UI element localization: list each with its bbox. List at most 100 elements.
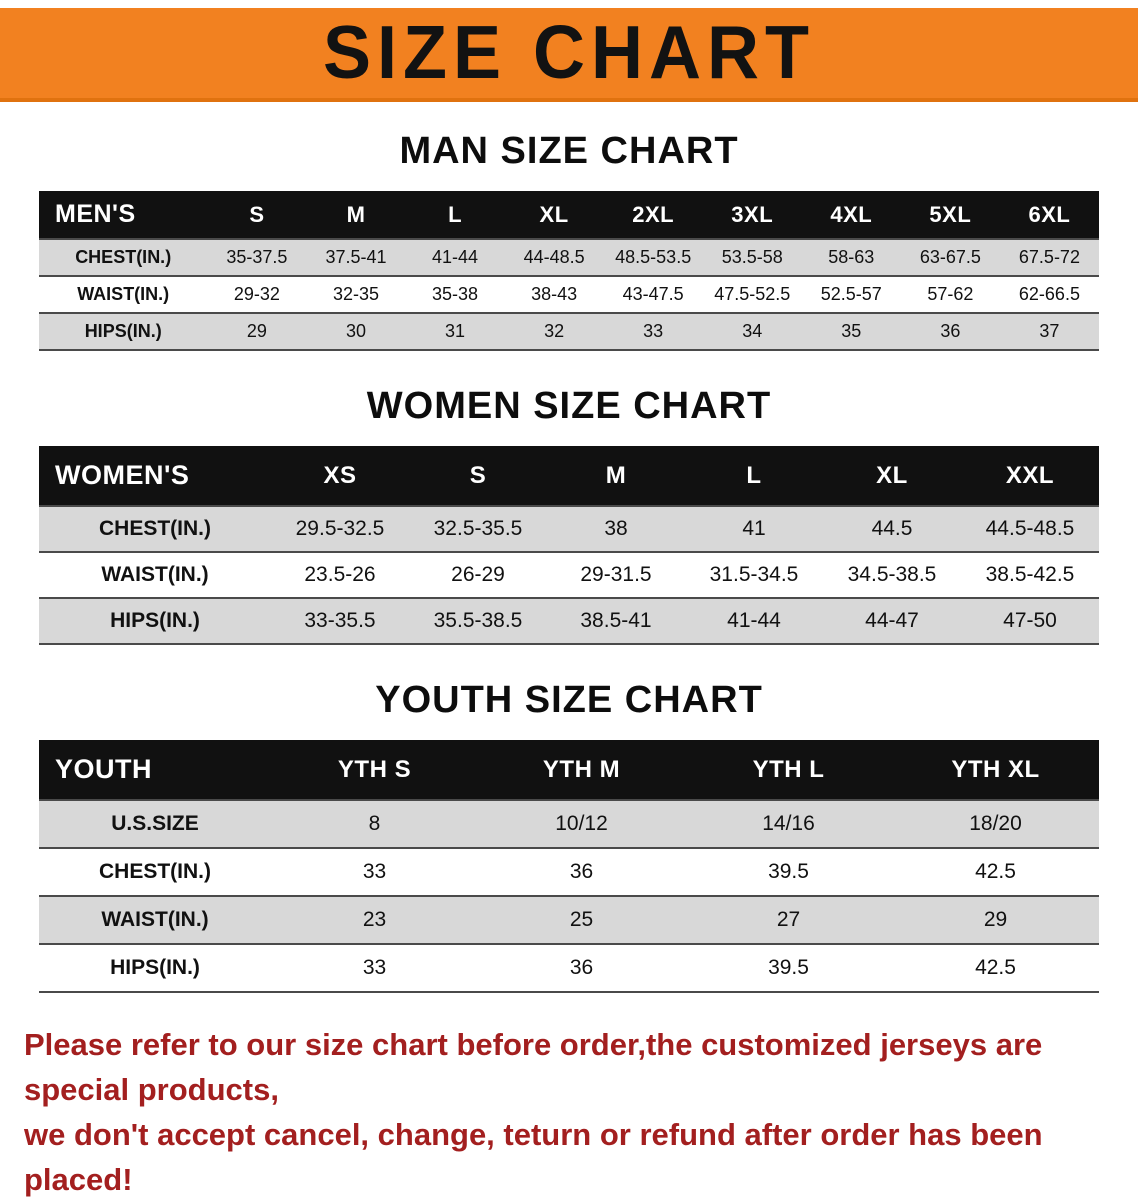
banner: SIZE CHART — [0, 8, 1138, 102]
measurement-value: 52.5-57 — [801, 275, 901, 314]
measurement-value: 44-47 — [823, 597, 961, 645]
size-column-header: M — [547, 446, 685, 506]
measurement-label: WAIST(IN.) — [39, 275, 208, 314]
measurement-value: 38.5-42.5 — [961, 551, 1099, 599]
measurement-value: 42.5 — [892, 943, 1099, 993]
order-notice: Please refer to our size chart before or… — [24, 1023, 1114, 1203]
measurement-value: 35 — [801, 312, 901, 351]
size-column-header: M — [306, 191, 406, 239]
section-heading-youth: YOUTH SIZE CHART — [375, 679, 763, 721]
measurement-value: 37.5-41 — [306, 238, 406, 277]
measurement-label: CHEST(IN.) — [39, 847, 271, 897]
size-column-header: XL — [504, 191, 604, 239]
measurement-row: U.S.SIZE 8 10/12 14/16 18/20 — [39, 799, 1099, 849]
table-title-cell: MEN'S — [39, 191, 208, 239]
size-column-header: YTH L — [685, 740, 892, 800]
measurement-value: 33 — [271, 943, 478, 993]
size-column-header: YTH M — [478, 740, 685, 800]
measurement-label: WAIST(IN.) — [39, 895, 271, 945]
measurement-value: 29-31.5 — [547, 551, 685, 599]
measurement-value: 29-32 — [207, 275, 307, 314]
size-column-header: XS — [271, 446, 409, 506]
size-column-header: YTH S — [271, 740, 478, 800]
measurement-value: 53.5-58 — [702, 238, 802, 277]
women-size-table: WOMEN'S XS S M L XL XXL CHEST(IN.) 29.5-32.5 32.5… — [39, 446, 1099, 645]
measurement-value: 36 — [478, 847, 685, 897]
order-notice-line1: Please refer to our size chart before or… — [24, 1027, 1043, 1107]
measurement-row: HIPS(IN.) 33-35.5 35.5-38.5 38.5-41 41-44 44-… — [39, 597, 1099, 645]
measurement-value: 30 — [306, 312, 406, 351]
measurement-row: CHEST(IN.) 29.5-32.5 32.5-35.5 38 41 44.5 44.5… — [39, 505, 1099, 553]
measurement-value: 35-38 — [405, 275, 505, 314]
measurement-value: 32.5-35.5 — [409, 505, 547, 553]
measurement-value: 58-63 — [801, 238, 901, 277]
section-women: WOMEN SIZE CHART WOMEN'S XS S M L XL XXL CHEST(… — [0, 385, 1138, 645]
size-column-header: S — [409, 446, 547, 506]
order-notice-line2: we don't accept cancel, change, teturn o… — [24, 1116, 1043, 1197]
size-column-header: 6XL — [999, 191, 1099, 239]
measurement-label: CHEST(IN.) — [39, 505, 271, 553]
measurement-value: 34.5-38.5 — [823, 551, 961, 599]
measurement-value: 37 — [999, 312, 1099, 351]
table-title-cell: WOMEN'S — [39, 446, 271, 506]
size-column-header: XL — [823, 446, 961, 506]
measurement-value: 29 — [207, 312, 307, 351]
measurement-value: 43-47.5 — [603, 275, 703, 314]
measurement-label: U.S.SIZE — [39, 799, 271, 849]
measurement-value: 23.5-26 — [271, 551, 409, 599]
measurement-label: WAIST(IN.) — [39, 551, 271, 599]
measurement-value: 41-44 — [685, 597, 823, 645]
banner-title: SIZE CHART — [323, 11, 815, 96]
measurement-value: 33-35.5 — [271, 597, 409, 645]
section-heading-man: MAN SIZE CHART — [399, 130, 739, 172]
measurement-value: 25 — [478, 895, 685, 945]
measurement-value: 47-50 — [961, 597, 1099, 645]
measurement-value: 32 — [504, 312, 604, 351]
size-column-header: L — [405, 191, 505, 239]
measurement-value: 33 — [603, 312, 703, 351]
table-title-cell: YOUTH — [39, 740, 271, 800]
measurement-value: 10/12 — [478, 799, 685, 849]
measurement-value: 29 — [892, 895, 1099, 945]
size-column-header: S — [207, 191, 307, 239]
measurement-value: 14/16 — [685, 799, 892, 849]
measurement-value: 62-66.5 — [999, 275, 1099, 314]
measurement-value: 67.5-72 — [999, 238, 1099, 277]
measurement-row: WAIST(IN.) 23.5-26 26-29 29-31.5 31.5-34.5 34… — [39, 551, 1099, 599]
measurement-value: 33 — [271, 847, 478, 897]
table-header-row: YOUTH YTH S YTH M YTH L YTH XL — [39, 740, 1099, 800]
measurement-value: 18/20 — [892, 799, 1099, 849]
section-youth: YOUTH SIZE CHART YOUTH YTH S YTH M YTH L YTH… — [0, 679, 1138, 993]
size-column-header: 5XL — [900, 191, 1000, 239]
measurement-value: 44-48.5 — [504, 238, 604, 277]
measurement-value: 34 — [702, 312, 802, 351]
measurement-value: 63-67.5 — [900, 238, 1000, 277]
measurement-value: 23 — [271, 895, 478, 945]
measurement-value: 36 — [478, 943, 685, 993]
size-column-header: YTH XL — [892, 740, 1099, 800]
section-heading-women: WOMEN SIZE CHART — [366, 385, 772, 427]
measurement-value: 39.5 — [685, 847, 892, 897]
measurement-row: HIPS(IN.) 29 30 31 32 33 34 35 36 37 — [39, 312, 1099, 351]
size-column-header: 4XL — [801, 191, 901, 239]
measurement-value: 35.5-38.5 — [409, 597, 547, 645]
measurement-label: HIPS(IN.) — [39, 312, 208, 351]
measurement-label: HIPS(IN.) — [39, 597, 271, 645]
measurement-value: 44.5-48.5 — [961, 505, 1099, 553]
measurement-value: 42.5 — [892, 847, 1099, 897]
measurement-value: 38 — [547, 505, 685, 553]
measurement-value: 47.5-52.5 — [702, 275, 802, 314]
measurement-row: WAIST(IN.) 29-32 32-35 35-38 38-43 43-47.5 47.… — [39, 275, 1099, 314]
measurement-value: 27 — [685, 895, 892, 945]
measurement-value: 57-62 — [900, 275, 1000, 314]
measurement-value: 8 — [271, 799, 478, 849]
table-header-row: WOMEN'S XS S M L XL XXL — [39, 446, 1099, 506]
measurement-value: 41 — [685, 505, 823, 553]
measurement-value: 39.5 — [685, 943, 892, 993]
size-column-header: L — [685, 446, 823, 506]
measurement-label: HIPS(IN.) — [39, 943, 271, 993]
size-column-header: 2XL — [603, 191, 703, 239]
measurement-row: CHEST(IN.) 33 36 39.5 42.5 — [39, 847, 1099, 897]
size-column-header: XXL — [961, 446, 1099, 506]
